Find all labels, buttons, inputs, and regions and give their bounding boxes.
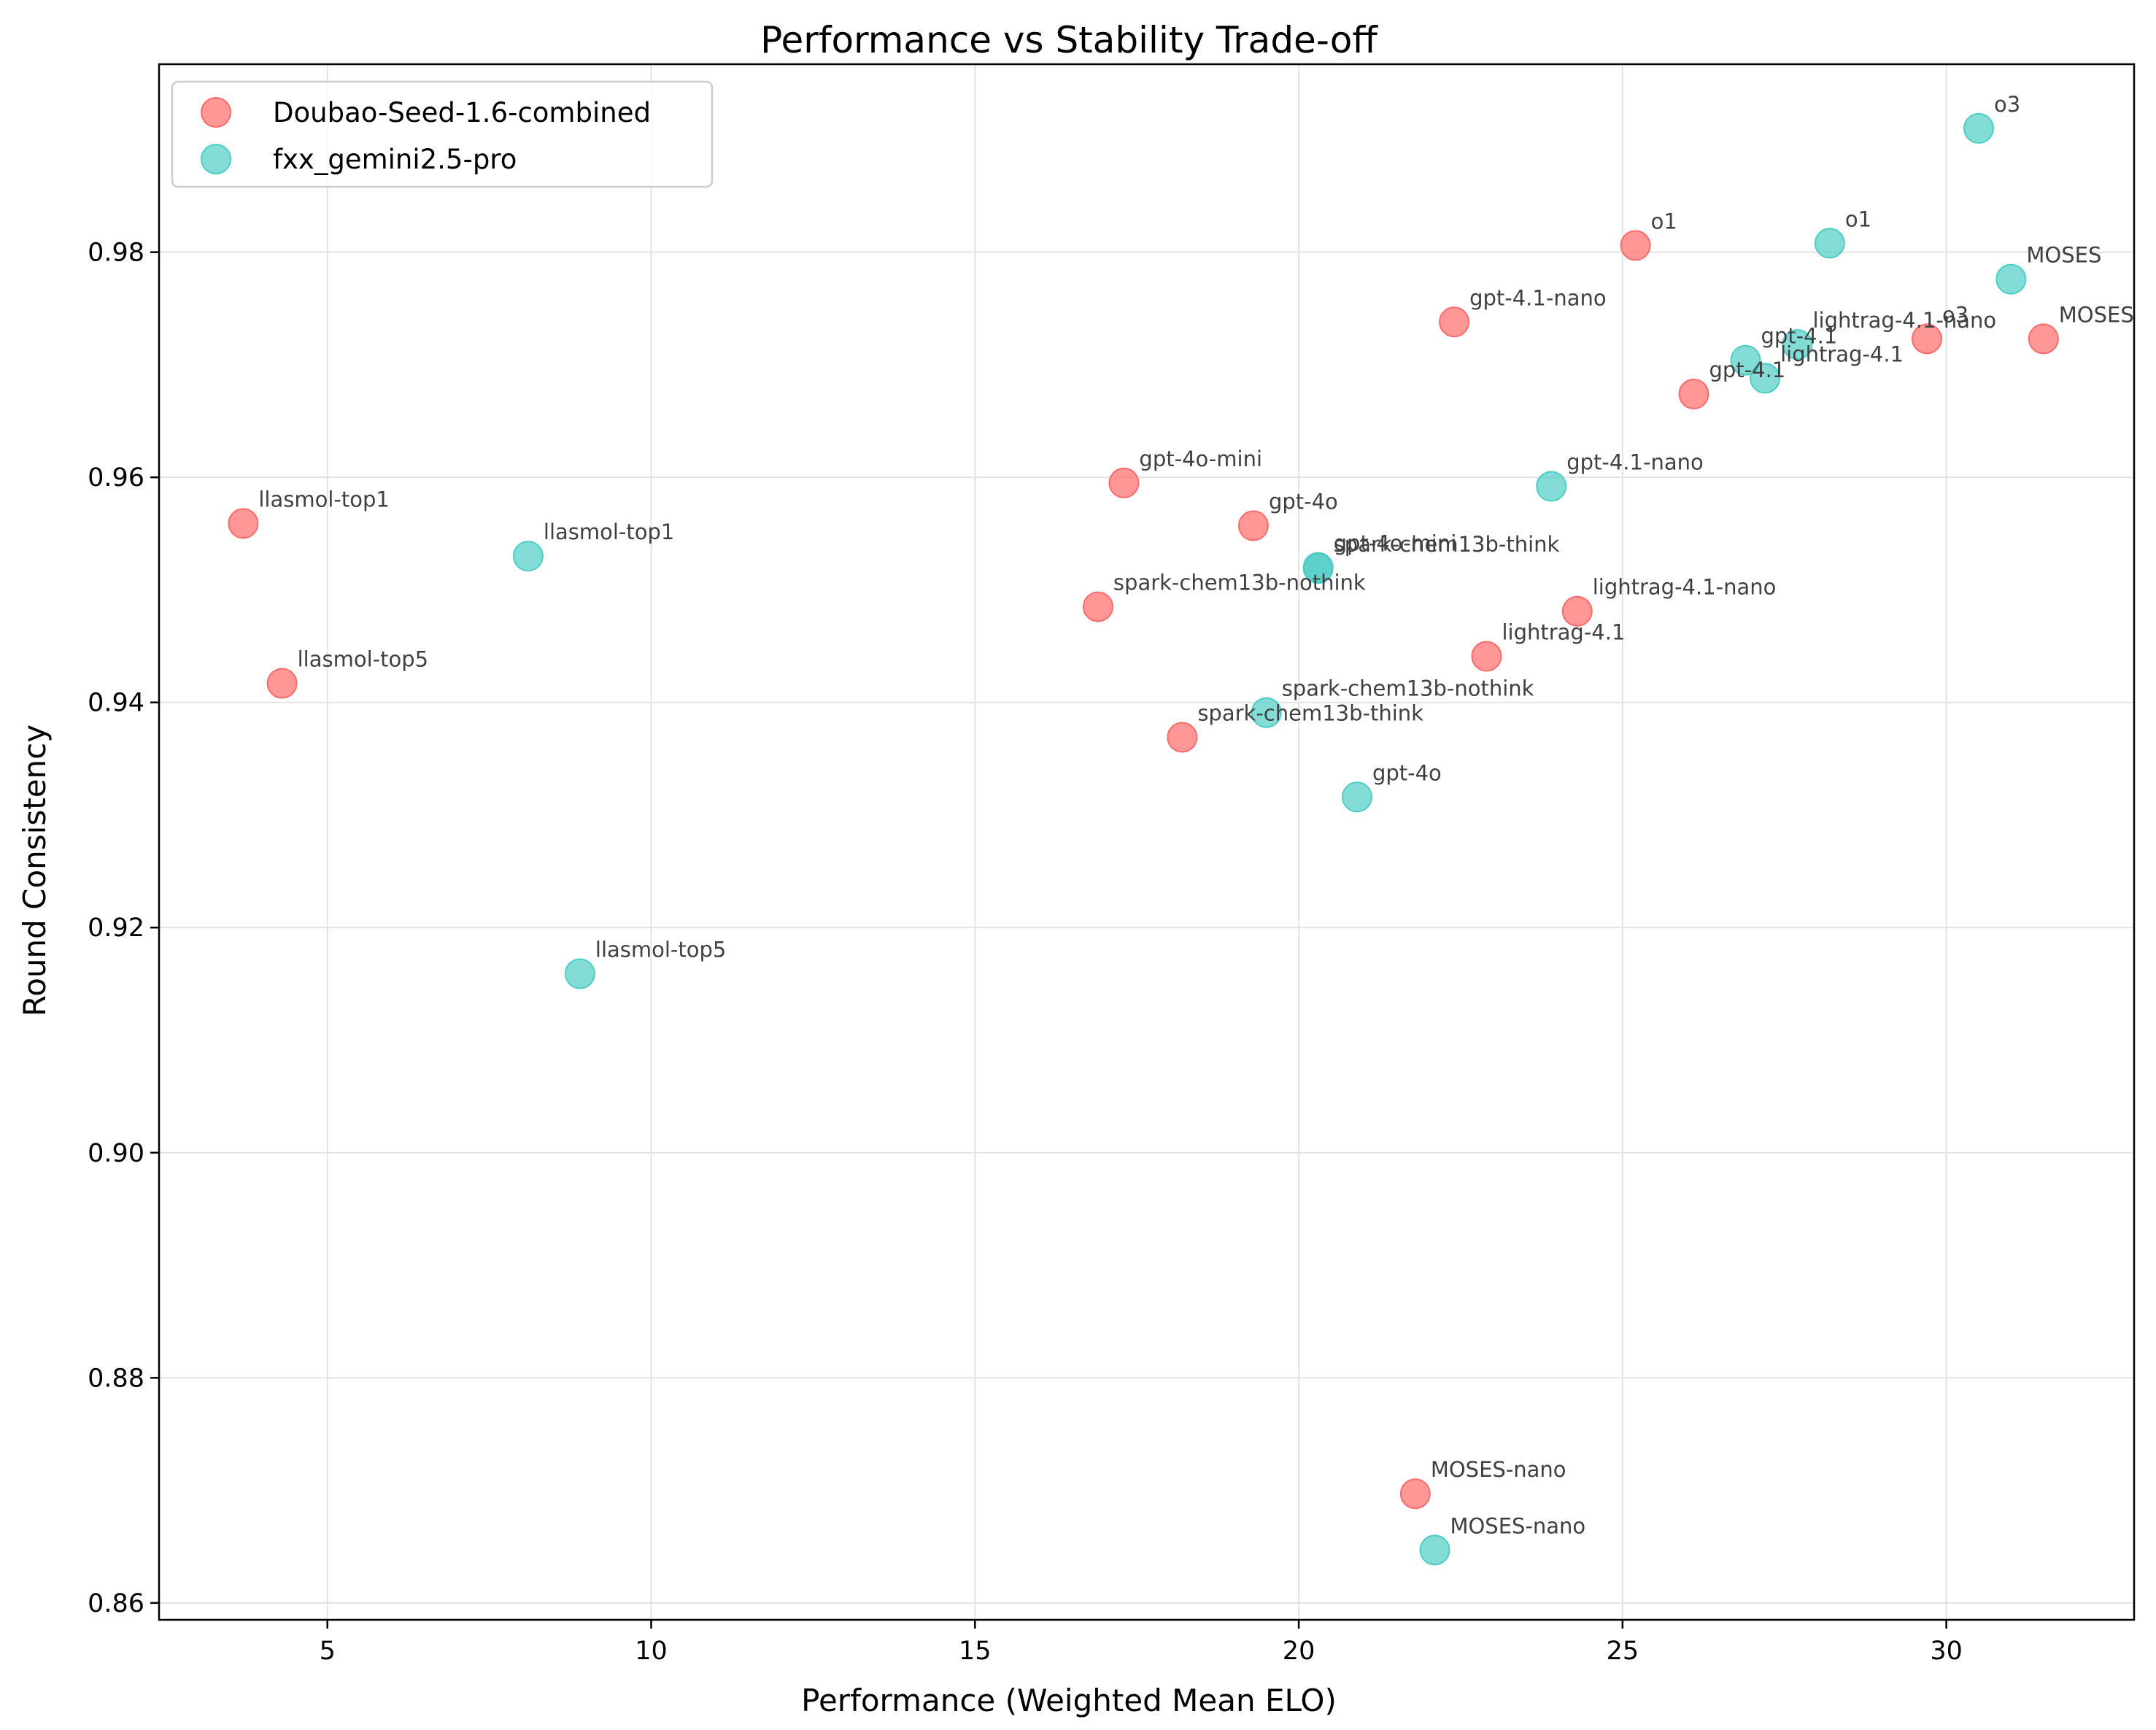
data-point <box>1750 363 1781 394</box>
x-tick-label: 10 <box>635 1637 668 1666</box>
data-point <box>1439 306 1470 338</box>
data-point-label: lightrag-4.1 <box>1780 341 1904 366</box>
data-point-label: gpt-4.1-nano <box>1469 285 1607 310</box>
x-tick-label: 25 <box>1607 1637 1639 1666</box>
data-point <box>1995 263 2027 295</box>
data-point <box>2028 323 2059 355</box>
data-point-label: MOSES <box>2026 243 2101 268</box>
data-point <box>1341 781 1372 813</box>
y-axis-label: Round Consistency <box>17 725 53 1016</box>
data-point <box>1620 230 1651 261</box>
data-points <box>228 112 2059 1566</box>
data-point <box>1536 471 1567 502</box>
data-point-label: gpt-4.1 <box>1761 324 1837 349</box>
data-point <box>1419 1534 1450 1566</box>
y-tick-label: 0.92 <box>88 914 144 943</box>
data-point-label: gpt-4.1-nano <box>1566 450 1704 475</box>
data-point-label: spark-chem13b-nothink <box>1282 676 1534 701</box>
legend-marker-gemini <box>201 144 231 174</box>
grid-lines <box>159 64 2134 1620</box>
data-point <box>1399 1478 1431 1510</box>
data-point-label: o3 <box>1994 92 2020 117</box>
y-tick-label: 0.90 <box>88 1139 144 1168</box>
data-point <box>1730 344 1761 376</box>
data-point <box>1167 722 1198 753</box>
x-axis-label: Performance (Weighted Mean ELO) <box>801 1683 1337 1718</box>
chart-title: Performance vs Stability Trade-off <box>760 19 1378 61</box>
data-point-label: gpt-4o-mini <box>1139 447 1262 471</box>
data-point <box>1471 641 1502 672</box>
data-point-label: o3 <box>1942 302 1968 327</box>
data-point <box>1082 591 1113 622</box>
data-point-label: o1 <box>1651 209 1677 233</box>
legend-label-gemini: fxx_gemini2.5-pro <box>273 144 517 175</box>
data-point <box>1782 329 1813 360</box>
data-point-label: llasmol-top1 <box>544 520 674 544</box>
data-point <box>1561 595 1593 627</box>
data-point <box>512 541 544 572</box>
data-point-label: spark-chem13b-nothink <box>1113 571 1366 595</box>
data-point <box>1814 228 1845 259</box>
data-point-label: llasmol-top1 <box>258 487 389 511</box>
legend-label-doubao: Doubao-Seed-1.6-combined <box>273 97 651 128</box>
legend-box <box>171 80 714 188</box>
axis-ticks: 5 10 15 20 25 30 0.86 0.88 0.90 0.92 0.94 0.96 0.98 <box>88 239 1963 1666</box>
x-tick-label: 15 <box>959 1637 992 1666</box>
y-tick-label: 0.94 <box>88 689 144 718</box>
x-tick-label: 20 <box>1283 1637 1315 1666</box>
data-point <box>1108 467 1140 498</box>
legend: Doubao-Seed-1.6-combined fxx_gemini2.5-p… <box>171 80 714 188</box>
data-point-label: llasmol-top5 <box>595 937 726 962</box>
legend-marker-doubao <box>201 97 231 128</box>
x-tick-label: 5 <box>320 1637 336 1666</box>
y-tick-label: 0.96 <box>88 463 144 493</box>
data-point-label: MOSES-nano <box>1431 1457 1566 1482</box>
data-point-label: spark-chem13b-think <box>1197 701 1423 726</box>
data-point <box>1911 323 1942 355</box>
data-point-label: gpt-4o <box>1372 760 1442 785</box>
data-point-label: llasmol-top5 <box>298 646 428 671</box>
y-tick-label: 0.86 <box>88 1589 144 1618</box>
data-point <box>1302 553 1334 584</box>
data-point-label: MOSES-nano <box>1450 1513 1585 1538</box>
data-point <box>564 958 595 989</box>
data-point-label: spark-chem13b-think <box>1334 532 1560 557</box>
data-point <box>266 668 298 699</box>
y-tick-label: 0.98 <box>88 239 144 268</box>
data-point <box>1237 510 1269 541</box>
point-labels: o1 gpt-4.1-nano o3 MOSES gpt-4.1 gpt-4o-mini g… <box>258 92 2133 1538</box>
y-tick-label: 0.88 <box>88 1364 144 1393</box>
x-tick-label: 30 <box>1930 1637 1963 1666</box>
data-point <box>1678 379 1709 410</box>
data-point-label: lightrag-4.1-nano <box>1593 575 1777 600</box>
data-point <box>228 508 259 539</box>
data-point-label: lightrag-4.1-nano <box>1812 308 1996 333</box>
plot-frame <box>158 63 2136 1621</box>
data-point-label: gpt-4o-mini <box>1334 531 1457 556</box>
data-point-label: lightrag-4.1 <box>1502 619 1625 644</box>
data-point-label: o1 <box>1845 206 1871 231</box>
data-point-label: MOSES <box>2059 302 2134 327</box>
data-point-label: gpt-4.1 <box>1709 358 1785 382</box>
data-point-label: gpt-4o <box>1269 490 1338 514</box>
data-point <box>1251 697 1282 728</box>
data-point <box>1963 112 1994 144</box>
